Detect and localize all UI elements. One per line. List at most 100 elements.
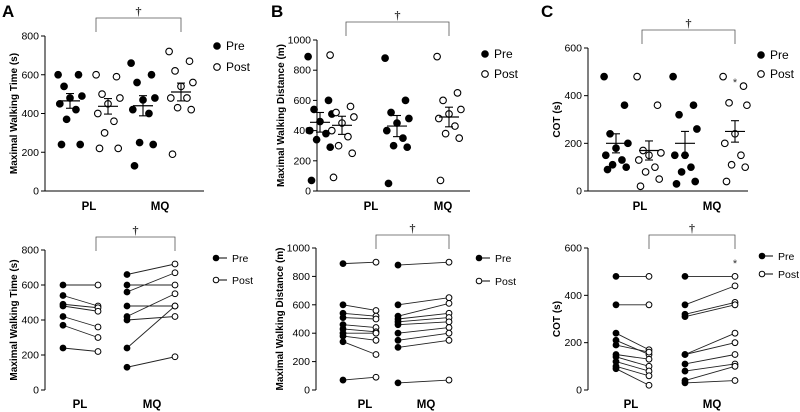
y-tick-label: 800 — [293, 65, 311, 77]
legend-label-post: Post — [232, 275, 253, 287]
paired-line-mq — [684, 301, 736, 315]
data-point-mq-post — [731, 362, 739, 370]
data-point-mq-pre — [693, 125, 701, 133]
data-point-mq-pre — [670, 151, 679, 160]
data-point-pl-post — [645, 372, 653, 380]
data-point-mq-pre — [403, 143, 412, 152]
paired-line-mq — [397, 332, 450, 341]
data-point-mq-post — [445, 318, 453, 326]
data-point-pl-post — [95, 144, 104, 153]
data-point-mq-pre — [691, 177, 700, 186]
data-point-mq-post — [433, 52, 441, 61]
paired-line-mq — [126, 272, 176, 293]
legend-marker-post — [213, 63, 221, 71]
y-tick-label: 600 — [292, 299, 310, 311]
data-point-pl-pre — [339, 260, 347, 268]
data-point-mq-post — [731, 351, 739, 358]
legend-label-post: Post — [778, 269, 799, 281]
data-point-mq-pre — [151, 94, 159, 102]
data-point-pl-post — [114, 144, 123, 153]
paired-line-pl — [62, 303, 99, 309]
data-point-pl-pre — [612, 301, 620, 309]
legend-label-post: Post — [226, 60, 251, 74]
legend-label-post: Post — [495, 276, 516, 288]
paired-line-pl — [62, 324, 99, 338]
data-point-mq-post — [445, 376, 453, 384]
y-tick-label: 800 — [21, 245, 39, 257]
data-point-pl-post — [645, 381, 653, 389]
paired-line-pl — [342, 261, 377, 265]
paired-line-mq — [684, 342, 736, 355]
y-axis-label: COT (s) — [552, 301, 563, 337]
data-point-mq-post — [165, 47, 173, 56]
y-tick-label: 0 — [33, 186, 39, 198]
data-point-pl-post — [372, 373, 380, 381]
data-point-mq-post — [725, 98, 733, 107]
data-point-mq-pre — [123, 344, 131, 352]
legend-marker-pre — [213, 42, 221, 50]
data-point-pl-post — [655, 175, 664, 183]
significance-dagger: † — [410, 221, 416, 235]
data-point-mq-post — [453, 88, 462, 97]
legend-label-pre: Pre — [232, 253, 249, 265]
data-point-mq-post — [166, 94, 175, 102]
data-point-pl-pre — [608, 160, 617, 169]
significance-dagger: † — [136, 4, 142, 18]
data-point-pl-post — [641, 168, 650, 176]
data-point-pl-post — [326, 51, 334, 59]
data-point-pl-pre — [339, 314, 347, 321]
data-point-mq-post — [189, 78, 197, 87]
data-point-pl-post — [645, 273, 653, 280]
y-axis-label: COT (s) — [552, 101, 563, 137]
data-point-pl-pre — [62, 115, 71, 124]
legend-label-pre: Pre — [226, 39, 245, 53]
data-point-pl-post — [653, 101, 662, 110]
data-point-mq-pre — [394, 329, 402, 337]
significance-bracket — [95, 17, 182, 32]
data-point-mq-pre — [681, 360, 689, 368]
y-tick-label: 0 — [305, 186, 311, 198]
data-point-pl-pre — [618, 156, 626, 164]
paired-line-mq — [684, 332, 736, 355]
data-point-mq-post — [445, 299, 453, 307]
data-point-mq-pre — [123, 316, 131, 324]
data-point-mq-post — [171, 353, 179, 361]
data-point-mq-post — [455, 134, 464, 142]
data-point-pl-post — [329, 173, 338, 182]
data-point-mq-pre — [123, 281, 131, 289]
data-point-pl-pre — [322, 129, 330, 138]
paired-line-mq — [126, 263, 176, 275]
data-point-pl-post — [93, 109, 102, 118]
data-point-mq-post — [171, 260, 179, 268]
y-tick-label: 200 — [564, 337, 582, 349]
data-point-pl-pre — [603, 165, 612, 174]
paired-line-mq — [684, 365, 736, 381]
y-tick-label: 200 — [21, 147, 39, 159]
y-axis-label: Maximal Walking Time (s) — [9, 53, 20, 174]
paired-line-mq — [684, 304, 736, 318]
data-point-mq-pre — [394, 336, 402, 344]
data-point-mq-post — [434, 114, 443, 123]
y-tick-label: 1000 — [288, 35, 312, 47]
data-point-pl-post — [116, 94, 124, 102]
data-point-pl-pre — [312, 135, 321, 144]
data-point-pl-post — [372, 351, 380, 358]
significance-dagger: † — [689, 221, 695, 235]
y-tick-label: 200 — [21, 350, 39, 362]
data-point-mq-post — [451, 122, 459, 130]
data-point-pl-pre — [59, 292, 67, 299]
y-tick-label: 1000 — [287, 243, 311, 255]
data-point-pl-post — [112, 72, 121, 81]
category-label-pl: PL — [624, 399, 639, 411]
data-point-mq-post — [731, 339, 739, 347]
data-point-pl-post — [110, 117, 118, 126]
legend-label-pre: Pre — [770, 48, 789, 62]
data-point-pl-post — [645, 301, 653, 309]
chart-C-top: C 0 200 400 600 COT (s) PL MQ † * Pre Post — [541, 2, 795, 213]
category-label-mq: MQ — [151, 201, 170, 213]
data-point-mq-pre — [384, 179, 393, 188]
data-point-pl-pre — [339, 338, 347, 346]
data-point-pl-post — [372, 336, 380, 344]
data-point-pl-post — [94, 307, 102, 315]
